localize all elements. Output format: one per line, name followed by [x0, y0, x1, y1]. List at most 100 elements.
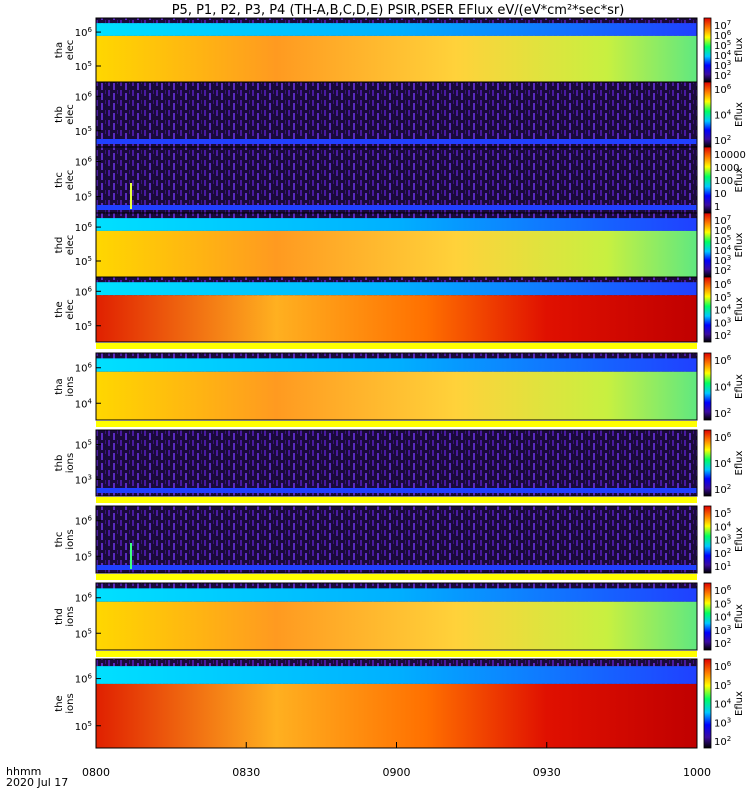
y-tick-label: 105 [75, 191, 92, 204]
panel-ylabel: thbelec [54, 104, 76, 125]
colorbar-tick-label: 103 [714, 716, 731, 729]
colorbar-tick-label: 103 [714, 534, 731, 547]
spectrogram-flux-region [96, 371, 697, 420]
colorbar [703, 658, 712, 749]
colorbar-tick-label: 105 [714, 39, 731, 52]
colorbar-tick-label: 104 [714, 611, 732, 624]
colorbar-tick-label: 102 [714, 735, 731, 748]
colorbar-tick-label: 104 [714, 520, 732, 533]
y-tick-label: 106 [75, 26, 93, 39]
y-tick-label: 105 [75, 60, 92, 73]
colorbar-tick-label: 1000 [714, 163, 739, 174]
colorbar-tick-label: 103 [714, 59, 731, 72]
colorbar [703, 429, 712, 497]
spectrogram-flux-region [96, 35, 697, 82]
colorbar [703, 146, 712, 214]
y-tick-label: 106 [75, 592, 93, 605]
data-gap-strip [96, 497, 697, 503]
colorbar-tick-label: 104 [714, 109, 732, 122]
panel-ylabel: thdions [54, 606, 76, 626]
panel-ylabel: thdelec [54, 235, 76, 256]
spectrogram-background [96, 506, 697, 573]
panel-ylabel: thcelec [54, 170, 76, 191]
y-tick-label: 105 [75, 320, 92, 333]
data-gap-strip [96, 421, 697, 427]
colorbar-tick-label: 106 [714, 278, 732, 291]
x-tick-label: 0800 [82, 766, 110, 779]
y-tick-label: 103 [75, 474, 92, 487]
panels-group: thaelec106105107106105104103102Efluxthbe… [54, 17, 746, 749]
spectrogram-low-energy-band [96, 205, 697, 210]
colorbar-label: Eflux [734, 691, 745, 716]
y-tick-label: 106 [75, 221, 93, 234]
colorbar-tick-label: 103 [714, 624, 731, 637]
colorbar-tick-label: 103 [714, 254, 731, 267]
spectrogram-top-noise [96, 277, 697, 283]
colorbar-label: Eflux [734, 232, 745, 257]
colorbar-tick-label: 104 [714, 244, 732, 257]
colorbar-tick-label: 106 [714, 431, 732, 444]
colorbar [703, 212, 712, 278]
y-tick-label: 106 [75, 673, 93, 686]
panel-ylabel: thcions [54, 529, 76, 549]
colorbar-tick-label: 107 [714, 214, 731, 227]
panel-ylabel: thbions [54, 453, 76, 473]
colorbar-tick-label: 104 [714, 49, 732, 62]
spectrogram-top-noise [96, 583, 697, 589]
data-gap-strip [96, 574, 697, 580]
y-tick-label: 105 [75, 550, 92, 563]
x-axis-label-hhmm: hhmm [6, 765, 41, 778]
panel-the-ions: theions 106 105 106 105 104 103 102 Eflux [54, 658, 745, 749]
colorbar-label: Eflux [734, 527, 745, 552]
colorbar-tick-label: 102 [714, 264, 731, 277]
colorbar [703, 582, 712, 651]
colorbar-tick-label: 102 [714, 69, 731, 82]
colorbar-tick-label: 102 [714, 547, 731, 560]
colorbar-label: Eflux [734, 604, 745, 629]
x-axis: hhmm 2020 Jul 17 0800 0830 0900 0930 1000 [6, 742, 711, 789]
spectrogram-low-energy-band [96, 488, 697, 493]
colorbar-tick-label: 10000 [714, 150, 746, 161]
colorbar-tick-label: 102 [714, 329, 731, 342]
colorbar-tick-label: 104 [714, 304, 732, 317]
y-tick-label: 106 [75, 156, 93, 169]
spectrogram-spike [130, 543, 132, 569]
panel-frame [95, 352, 698, 421]
y-tick-label: 105 [75, 125, 92, 138]
colorbar-tick-label: 105 [714, 291, 731, 304]
y-tick-label: 106 [75, 90, 93, 103]
y-tick-label: 105 [75, 255, 92, 268]
colorbar-tick-label: 104 [714, 381, 732, 394]
colorbar [703, 17, 712, 83]
spectrogram-flux-region [96, 601, 697, 650]
y-tick-label: 105 [75, 720, 92, 733]
colorbar [703, 276, 712, 343]
colorbar [703, 81, 712, 148]
colorbar-label: Eflux [734, 102, 745, 127]
spectrogram-background [96, 82, 697, 147]
panel-ylabel: theelec [54, 299, 76, 320]
spectrogram-flux-region [96, 683, 697, 748]
x-tick-label: 0830 [232, 766, 260, 779]
panel-ylabel: theions [54, 693, 76, 713]
panel-frame [95, 505, 698, 574]
colorbar-label: Eflux [734, 297, 745, 322]
colorbar-tick-label: 102 [714, 637, 731, 650]
colorbar-tick-label: 105 [714, 507, 731, 520]
panel-frame [95, 276, 698, 343]
colorbar-tick-label: 105 [714, 679, 731, 692]
spectrogram-top-noise [96, 18, 697, 24]
y-tick-label: 105 [75, 627, 92, 640]
colorbar-tick-label: 106 [714, 354, 732, 367]
x-tick-label: 1000 [683, 766, 711, 779]
colorbar-tick-label: 104 [714, 457, 732, 470]
x-axis-label-date: 2020 Jul 17 [6, 776, 68, 789]
